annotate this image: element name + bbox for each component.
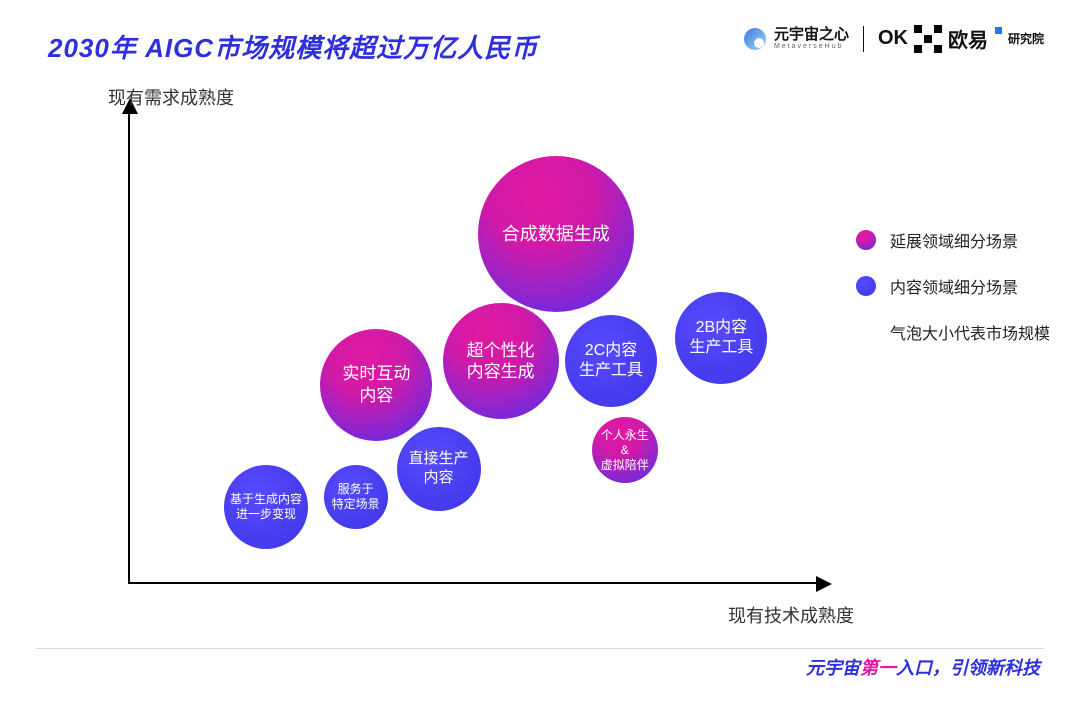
legend-text: 气泡大小代表市场规模 xyxy=(890,320,1050,344)
footer-part: 第一 xyxy=(860,658,896,678)
legend-item-0: 延展领域细分场景 xyxy=(856,228,1050,252)
bubble-label: 合成数据生成 xyxy=(496,223,616,246)
y-axis-label: 现有需求成熟度 xyxy=(108,84,234,110)
legend-swatch-icon xyxy=(856,276,876,296)
footer-divider xyxy=(36,648,1044,649)
bubble-1: 超个性化 内容生成 xyxy=(443,303,559,419)
bubble-6: 直接生产 内容 xyxy=(397,427,481,511)
legend-text: 内容领域细分场景 xyxy=(890,274,1018,298)
legend-spacer xyxy=(856,332,876,333)
legend-item-1: 内容领域细分场景 xyxy=(856,274,1050,298)
bubble-4: 2C内容 生产工具 xyxy=(565,315,657,407)
y-axis-line xyxy=(128,112,130,582)
x-axis-line xyxy=(128,582,818,584)
bubble-2: 实时互动 内容 xyxy=(320,329,432,441)
bubble-label: 实时互动 内容 xyxy=(336,363,416,406)
bubble-8: 基于生成内容 进一步变现 xyxy=(224,465,308,549)
bubble-label: 超个性化 内容生成 xyxy=(461,340,541,383)
bubble-label: 2C内容 生产工具 xyxy=(573,341,649,381)
bubble-label: 直接生产 内容 xyxy=(402,450,474,488)
bubble-label: 2B内容 生产工具 xyxy=(683,318,759,358)
footer-tagline: 元宇宙第一入口，引领新科技 xyxy=(806,654,1040,680)
legend-text: 延展领域细分场景 xyxy=(890,228,1018,252)
legend-item-2: 气泡大小代表市场规模 xyxy=(856,320,1050,344)
legend: 延展领域细分场景内容领域细分场景气泡大小代表市场规模 xyxy=(856,228,1050,344)
x-axis-arrow-icon xyxy=(816,576,832,592)
bubble-5: 2B内容 生产工具 xyxy=(675,292,767,384)
legend-swatch-icon xyxy=(856,230,876,250)
footer-part: 入口，引领新科技 xyxy=(896,658,1040,678)
bubble-0: 合成数据生成 xyxy=(478,156,634,312)
bubble-label: 个人永生& 虚拟陪伴 xyxy=(592,428,658,473)
bubble-3: 个人永生& 虚拟陪伴 xyxy=(592,417,658,483)
bubble-label: 基于生成内容 进一步变现 xyxy=(224,492,308,522)
footer-part: 元宇宙 xyxy=(806,658,860,678)
bubble-7: 服务于 特定场景 xyxy=(324,465,388,529)
bubble-label: 服务于 特定场景 xyxy=(326,482,386,512)
slide: { "title": { "text": "2030年 AIGC市场规模将超过万… xyxy=(0,0,1080,706)
x-axis-label: 现有技术成熟度 xyxy=(728,602,854,628)
